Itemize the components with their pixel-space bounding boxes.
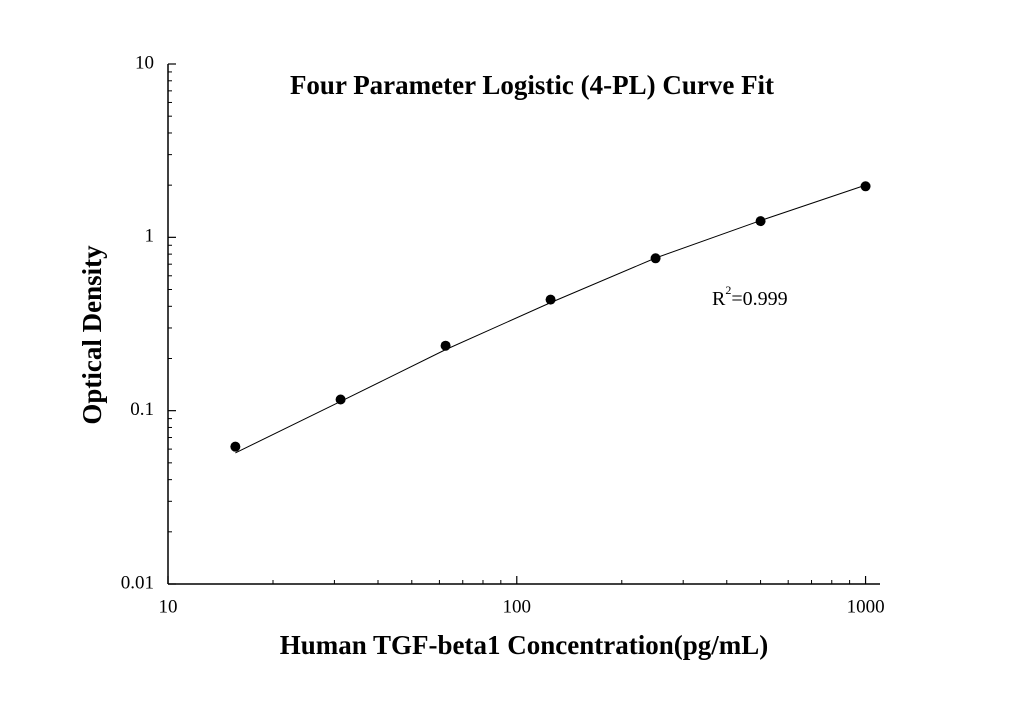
- y-tick-label: 0.01: [121, 572, 154, 593]
- x-tick-label: 10: [159, 596, 178, 617]
- annotation-text: R: [712, 288, 726, 310]
- x-tick-label: 1000: [847, 596, 885, 617]
- y-tick-label: 0.1: [130, 399, 154, 420]
- annotation-text: =0.999: [731, 288, 787, 310]
- y-axis-label: Optical Density: [77, 245, 107, 425]
- data-point: [545, 294, 556, 305]
- y-tick-label: 1: [145, 226, 155, 247]
- data-point: [860, 181, 871, 192]
- fit-curve: [235, 184, 866, 454]
- data-point: [440, 340, 451, 351]
- y-tick-label: 10: [135, 52, 154, 73]
- data-point: [335, 394, 346, 405]
- chart-title: Four Parameter Logistic (4-PL) Curve Fit: [290, 70, 774, 100]
- data-point: [650, 253, 661, 264]
- annotation-sup: 2: [725, 283, 731, 297]
- x-tick-label: 100: [503, 596, 532, 617]
- data-point: [755, 216, 766, 227]
- data-point: [230, 441, 241, 452]
- annotation: R2=0.999: [712, 283, 788, 310]
- x-axis-label: Human TGF-beta1 Concentration(pg/mL): [280, 630, 769, 660]
